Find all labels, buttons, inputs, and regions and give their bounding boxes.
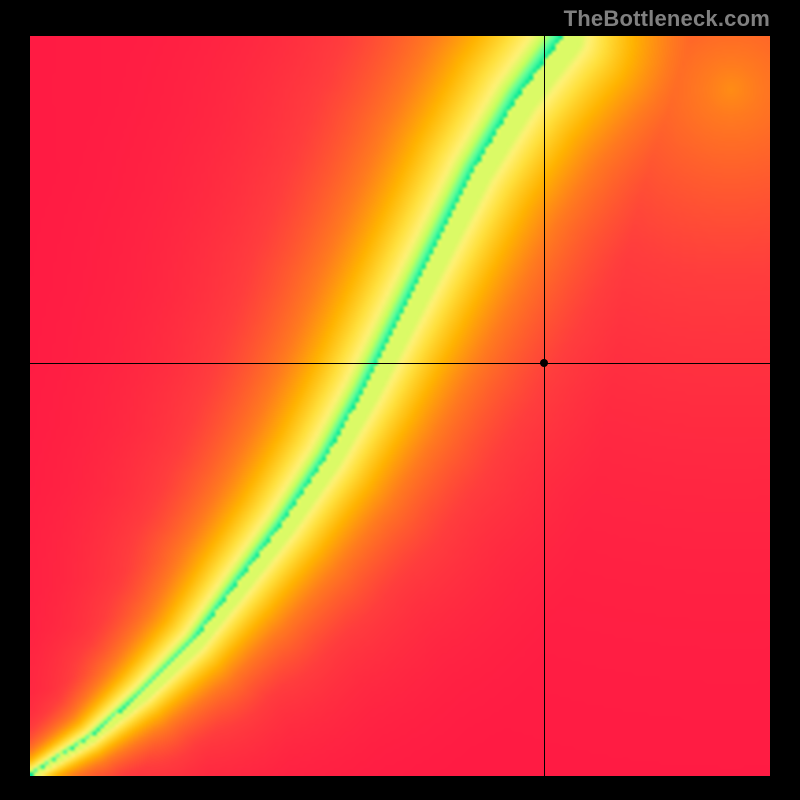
marker-dot	[540, 359, 548, 367]
plot-area	[30, 36, 770, 776]
watermark-text: TheBottleneck.com	[564, 6, 770, 32]
heatmap-canvas	[30, 36, 770, 776]
crosshair-horizontal	[30, 363, 770, 364]
chart-container: TheBottleneck.com	[0, 0, 800, 800]
crosshair-vertical	[544, 36, 545, 776]
